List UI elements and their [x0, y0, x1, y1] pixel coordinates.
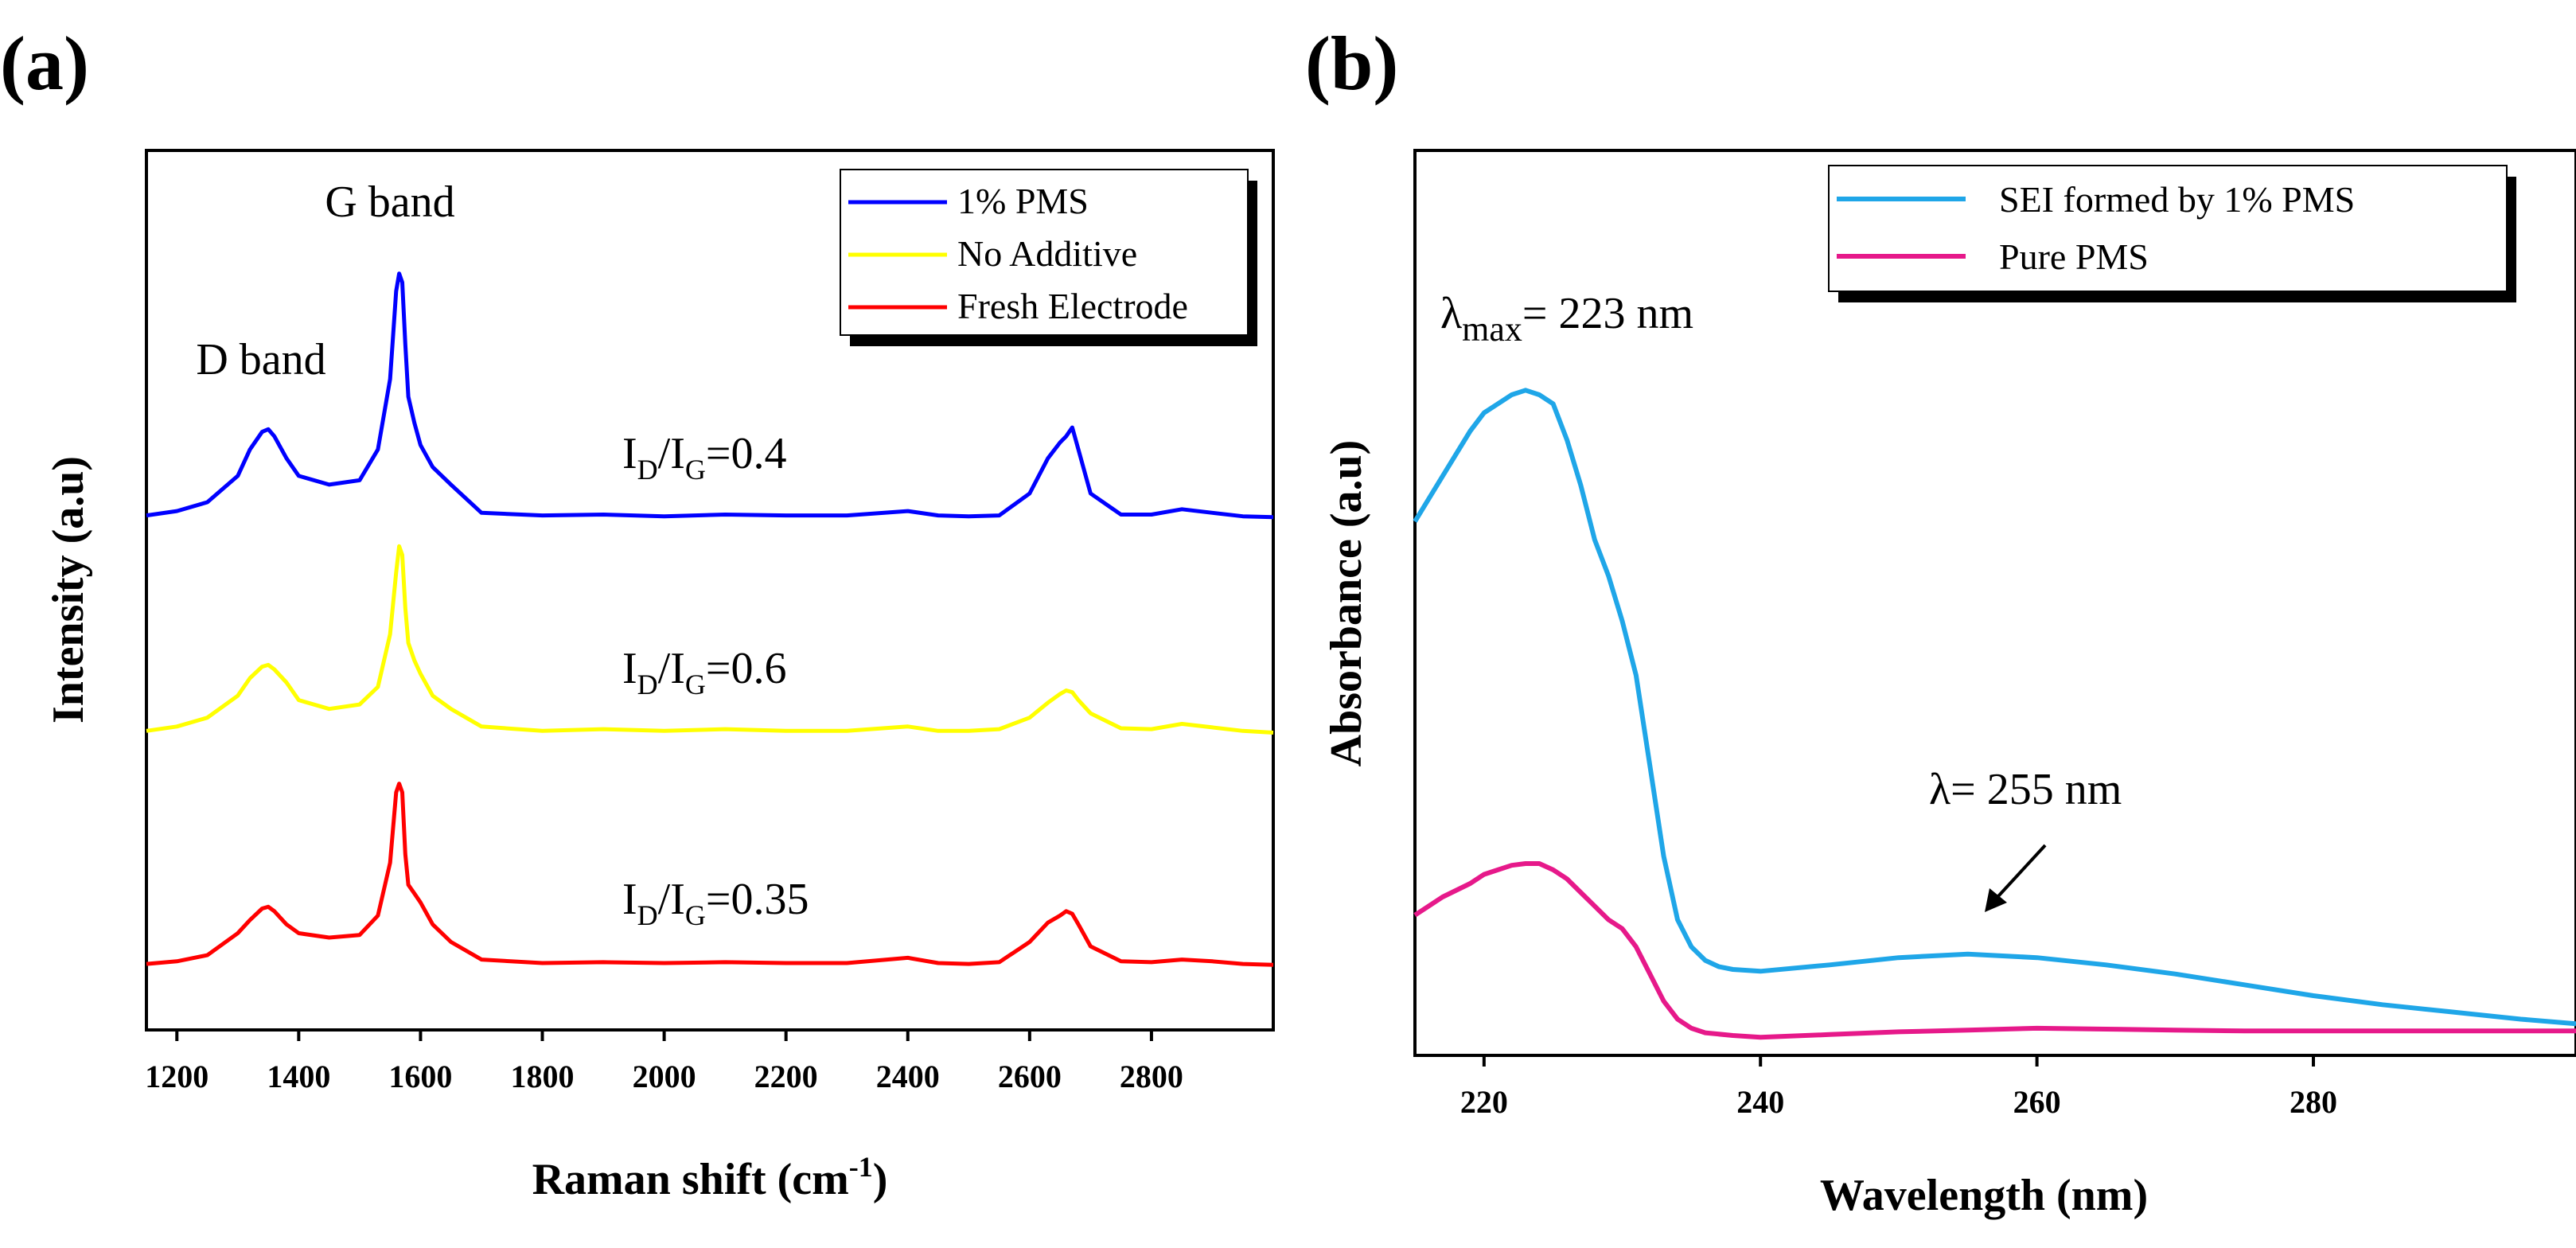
panel-a-legend-label-2: No Additive — [957, 233, 1137, 274]
panel-a-series-line-3 — [146, 782, 1274, 967]
panel-a-x-tick-label-5: 2000 — [633, 1059, 696, 1094]
panel-a-plot-frame — [145, 149, 1275, 1032]
panel-a-annotation-ratio-3: ID/IG=0.35 — [622, 875, 809, 931]
panel-b-y-axis-label: Absorbance (a.u) — [1322, 440, 1371, 767]
panel-b-plot-frame — [1413, 149, 2576, 1057]
panel-a: (a) 1200 1400 1600 1800 2000 2200 2400 2600 2800… — [0, 21, 1275, 1204]
panel-a-y-axis-label: Intensity (a.u) — [44, 456, 93, 723]
panel-a-x-tick-label-8: 2600 — [998, 1059, 1062, 1094]
panel-a-annotation-d-band: D band — [196, 335, 325, 384]
panel-b-series-line-2 — [1413, 861, 2576, 1040]
panel-a-x-tick-label-4: 1800 — [511, 1059, 575, 1094]
panel-b-x-ticks: 220 240 260 280 — [1460, 1055, 2337, 1120]
panel-a-series-line-2 — [146, 544, 1274, 735]
panel-a-x-tick-label-1: 1200 — [145, 1059, 208, 1094]
panel-a-legend-label-1: 1% PMS — [957, 181, 1089, 221]
panel-a-series-line-1 — [146, 271, 1274, 520]
panel-b-x-tick-label-1: 220 — [1460, 1084, 1508, 1120]
panel-a-legend-label-3: Fresh Electrode — [957, 286, 1188, 326]
panel-a-legend: 1% PMS No Additive Fresh Electrode — [840, 169, 1257, 346]
panel-a-series-group — [146, 271, 1274, 967]
panel-a-annotation-ratio-1: ID/IG=0.4 — [622, 429, 786, 486]
panel-b-legend-label-2: Pure PMS — [1999, 236, 2149, 277]
panel-b-annotation-arrow — [1985, 844, 2047, 912]
panel-b-x-axis-label: Wavelength (nm) — [1820, 1171, 2148, 1220]
panel-b-annotation-lambda-255: λ= 255 nm — [1929, 765, 2122, 814]
panel-b: (b) 220 240 260 280 Wavelength (nm) Absorba… — [1305, 21, 2576, 1220]
panel-b-x-tick-label-3: 260 — [2013, 1084, 2061, 1120]
panel-b-annotation-lambda-max: λmax= 223 nm — [1440, 289, 1693, 349]
panel-a-x-tick-label-3: 1600 — [388, 1059, 452, 1094]
panel-b-series-line-1 — [1413, 388, 2576, 1027]
panel-a-annotation-ratio-2: ID/IG=0.6 — [622, 644, 786, 700]
panel-b-x-tick-label-4: 280 — [2290, 1084, 2337, 1120]
panel-a-x-tick-label-9: 2800 — [1120, 1059, 1183, 1094]
panel-a-x-axis-label: Raman shift (cm-1) — [532, 1151, 888, 1204]
panel-b-legend: SEI formed by 1% PMS Pure PMS — [1828, 165, 2516, 302]
panel-b-label: (b) — [1305, 21, 1398, 106]
panel-a-x-ticks: 1200 1400 1600 1800 2000 2200 2400 2600 2800 — [145, 1030, 1183, 1094]
panel-b-legend-label-1: SEI formed by 1% PMS — [1999, 179, 2355, 220]
panel-b-series-group — [1413, 388, 2576, 1040]
panel-b-x-tick-label-2: 240 — [1736, 1084, 1784, 1120]
panel-a-x-tick-label-6: 2200 — [754, 1059, 818, 1094]
panel-b-legend-box — [1828, 165, 2508, 292]
panel-a-x-tick-label-2: 1400 — [267, 1059, 330, 1094]
panel-a-annotation-g-band: G band — [325, 177, 454, 227]
panel-a-x-tick-label-7: 2400 — [876, 1059, 940, 1094]
panel-a-label: (a) — [0, 21, 89, 106]
